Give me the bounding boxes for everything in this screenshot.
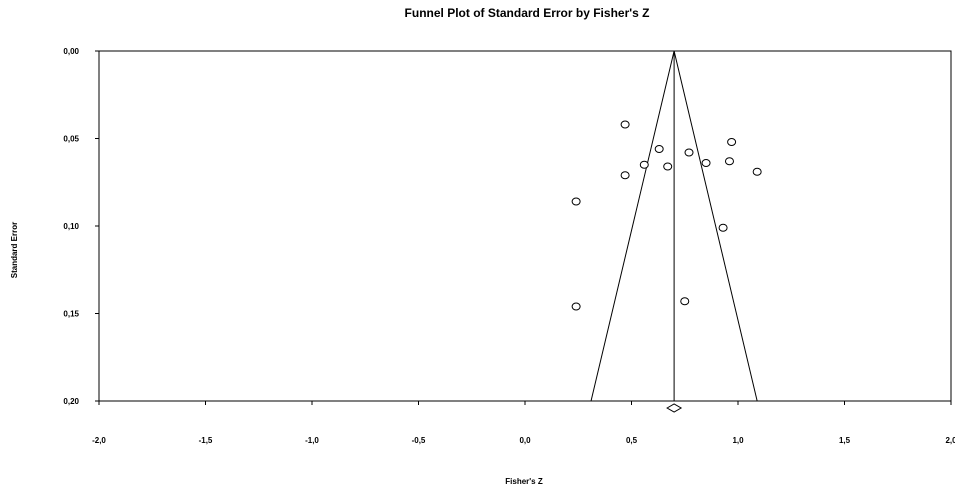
x-tick-label: 0,0 <box>519 436 531 445</box>
chart-title: Funnel Plot of Standard Error by Fisher'… <box>405 6 650 20</box>
funnel-left-line <box>590 50 675 402</box>
study-point <box>718 223 728 232</box>
y-axis-label: Standard Error <box>10 222 19 278</box>
x-tick-label: -1,5 <box>199 436 213 445</box>
study-point <box>752 167 762 176</box>
study-point <box>680 297 690 306</box>
x-tick-label: -2,0 <box>92 436 106 445</box>
study-point <box>663 162 673 171</box>
study-point <box>654 145 664 153</box>
x-tick-label: -0,5 <box>412 436 426 445</box>
study-point <box>724 157 734 166</box>
study-point <box>727 138 737 146</box>
x-tick-label: 1,0 <box>732 436 744 445</box>
y-tick-label: 0,05 <box>63 135 79 144</box>
y-axis-ticks: 0,00 0,05 0,10 0,15 0,20 <box>63 47 99 406</box>
study-point <box>620 171 630 180</box>
study-point <box>620 120 630 129</box>
data-points <box>571 120 762 311</box>
y-tick-label: 0,10 <box>63 222 79 231</box>
y-tick-label: 0,00 <box>63 47 79 56</box>
funnel-right-line <box>673 50 758 402</box>
study-point <box>639 160 649 169</box>
study-point <box>571 302 581 311</box>
summary-diamond <box>666 403 683 413</box>
study-point <box>701 159 711 167</box>
y-tick-label: 0,20 <box>63 397 79 406</box>
x-axis-ticks: -2,0 -1,5 -1,0 -0,5 0,0 0,5 1,0 1,5 2,0 <box>92 401 955 445</box>
summary-diamond-shape <box>666 403 683 413</box>
x-axis-label: Fisher's Z <box>505 477 543 486</box>
x-tick-label: 2,0 <box>945 436 955 445</box>
study-point <box>571 197 581 206</box>
study-point <box>684 148 694 157</box>
x-tick-label: 1,5 <box>839 436 851 445</box>
y-tick-label: 0,15 <box>63 310 79 319</box>
x-tick-label: 0,5 <box>626 436 638 445</box>
plot-frame <box>98 50 952 402</box>
x-tick-label: -1,0 <box>305 436 319 445</box>
funnel-lines <box>590 50 758 402</box>
